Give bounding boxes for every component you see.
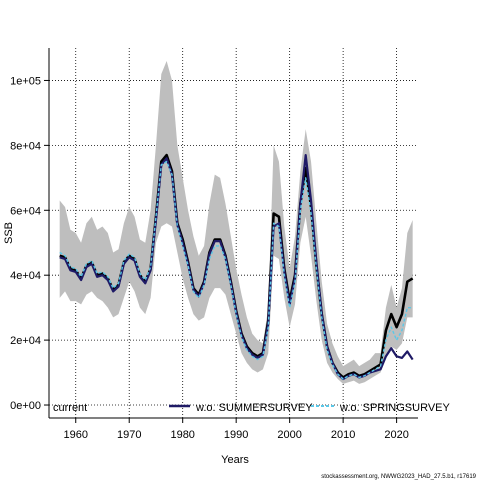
y-tick-label-8e+04: 8e+04: [10, 140, 41, 152]
y-axis: 0e+00 2e+04 4e+04 6e+04 8e+04 1e+05: [10, 75, 49, 412]
legend-label-springsurvey: w.o. SPRINGSURVEY: [339, 402, 450, 414]
x-tick-label-2020: 2020: [384, 429, 408, 441]
x-tick-label-1970: 1970: [117, 429, 141, 441]
y-tick-label-6e+04: 6e+04: [10, 205, 41, 217]
confidence-band-area: [59, 60, 413, 384]
y-tick-label-4e+04: 4e+04: [10, 270, 41, 282]
x-tick-label-1980: 1980: [170, 429, 194, 441]
series-lines: [59, 153, 414, 381]
x-tick-label-2000: 2000: [277, 429, 301, 441]
y-tick-label-1e+05: 1e+05: [10, 75, 41, 87]
y-tick-label-0e+00: 0e+00: [10, 400, 41, 412]
x-tick-label-1990: 1990: [224, 429, 248, 441]
x-axis: 1960 1970 1980 1990 2000 2010 2020: [63, 418, 409, 441]
legend-label-summersurvey: w.o. SUMMERSURVEY: [195, 402, 313, 414]
legend-label-current: current: [53, 402, 87, 414]
y-axis-title: SSB: [3, 222, 15, 244]
confidence-band: [59, 60, 413, 384]
source-note: stockassessment.org, NWWG2023_HAD_27.5.b…: [321, 474, 476, 480]
x-axis-title: Years: [221, 454, 249, 466]
legend: current w.o. SUMMERSURVEY w.o. SPRINGSUR…: [53, 402, 450, 414]
series-line-w-o-springsurvey: [59, 160, 413, 380]
y-tick-label-2e+04: 2e+04: [10, 335, 41, 347]
x-tick-label-1960: 1960: [63, 429, 87, 441]
x-tick-label-2010: 2010: [331, 429, 355, 441]
plot-frame: [48, 48, 418, 419]
